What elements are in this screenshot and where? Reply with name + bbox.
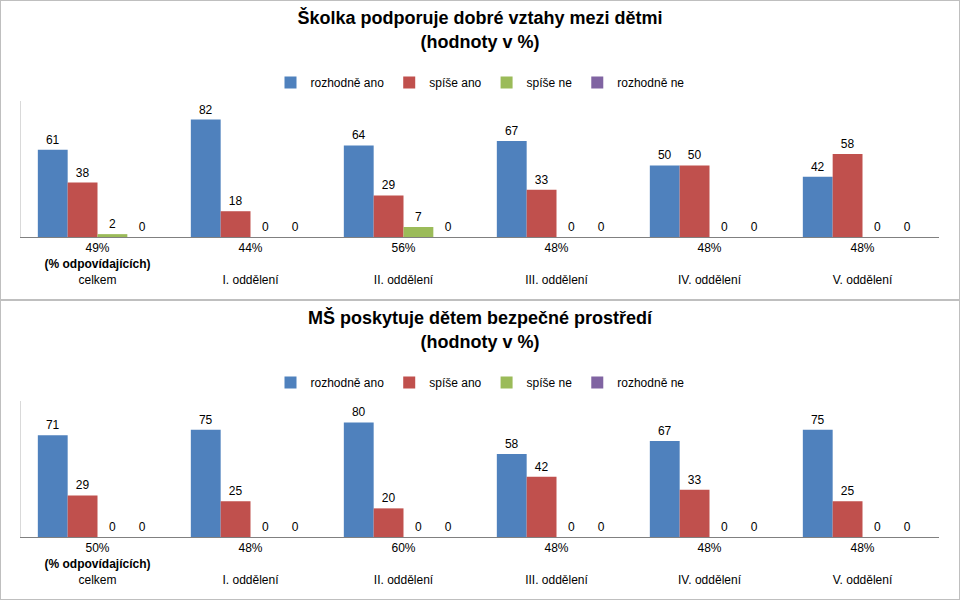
svg-text:0: 0	[874, 220, 881, 234]
svg-text:rozhodně ne: rozhodně ne	[617, 376, 684, 390]
svg-text:0: 0	[109, 520, 116, 534]
svg-text:spíše ano: spíše ano	[429, 376, 481, 390]
svg-text:Školka podporuje dobré vztahy: Školka podporuje dobré vztahy mezi dětmi…	[297, 7, 662, 51]
svg-text:48% IV. oddělení: 48% IV. oddělení	[678, 241, 742, 286]
svg-text:0: 0	[445, 520, 452, 534]
svg-text:25: 25	[229, 484, 243, 498]
svg-text:44% I. oddělení: 44% I. oddělení	[222, 241, 279, 286]
svg-text:0: 0	[751, 220, 758, 234]
svg-text:7: 7	[415, 210, 422, 224]
svg-text:29: 29	[382, 178, 396, 192]
svg-text:50%(% odpovídajících)celkem: 50%(% odpovídajících)celkem	[44, 541, 150, 586]
svg-text:0: 0	[292, 520, 299, 534]
svg-text:75: 75	[199, 413, 213, 427]
svg-text:56% II. oddělení: 56% II. oddělení	[374, 241, 434, 286]
svg-text:0: 0	[262, 220, 269, 234]
svg-text:rozhodně ano: rozhodně ano	[311, 376, 385, 390]
svg-text:0: 0	[904, 520, 911, 534]
svg-text:rozhodně ne: rozhodně ne	[617, 76, 684, 90]
svg-text:spíše ne: spíše ne	[527, 376, 573, 390]
svg-text:42: 42	[811, 160, 825, 174]
svg-text:48% III. oddělení: 48% III. oddělení	[525, 541, 588, 586]
svg-text:2: 2	[109, 217, 116, 231]
svg-text:0: 0	[721, 220, 728, 234]
svg-text:18: 18	[229, 194, 243, 208]
svg-text:38: 38	[76, 166, 90, 180]
svg-text:49%(% odpovídajících)celkem: 49%(% odpovídajících)celkem	[44, 241, 150, 286]
svg-text:0: 0	[292, 220, 299, 234]
svg-text:MŠ poskytuje dětem bezpečné pr: MŠ poskytuje dětem bezpečné prostředí(ho…	[308, 307, 653, 351]
svg-text:0: 0	[262, 520, 269, 534]
svg-text:0: 0	[568, 220, 575, 234]
svg-text:67: 67	[658, 424, 672, 438]
svg-text:82: 82	[199, 103, 213, 117]
svg-text:50: 50	[658, 148, 672, 162]
svg-text:0: 0	[139, 520, 146, 534]
svg-text:20: 20	[382, 491, 396, 505]
svg-text:58: 58	[841, 137, 855, 151]
svg-text:0: 0	[445, 220, 452, 234]
svg-text:25: 25	[841, 484, 855, 498]
svg-text:0: 0	[139, 220, 146, 234]
svg-text:67: 67	[505, 124, 519, 138]
svg-text:48% I. oddělení: 48% I. oddělení	[222, 541, 279, 586]
svg-text:spíše ne: spíše ne	[527, 76, 573, 90]
svg-text:29: 29	[76, 478, 90, 492]
svg-text:61: 61	[46, 133, 60, 147]
svg-text:48% V. oddělení: 48% V. oddělení	[833, 241, 893, 286]
svg-text:33: 33	[688, 473, 702, 487]
svg-text:64: 64	[352, 128, 366, 142]
svg-text:42: 42	[535, 460, 549, 474]
svg-text:0: 0	[598, 520, 605, 534]
svg-text:spíše ano: spíše ano	[429, 76, 481, 90]
svg-text:33: 33	[535, 173, 549, 187]
svg-text:0: 0	[721, 520, 728, 534]
svg-text:60% II. oddělení: 60% II. oddělení	[374, 541, 434, 586]
svg-text:0: 0	[568, 520, 575, 534]
svg-text:0: 0	[751, 520, 758, 534]
svg-text:75: 75	[811, 413, 825, 427]
svg-text:48% III. oddělení: 48% III. oddělení	[525, 241, 588, 286]
svg-text:48% IV. oddělení: 48% IV. oddělení	[678, 541, 742, 586]
svg-text:50: 50	[688, 148, 702, 162]
svg-text:rozhodně ano: rozhodně ano	[311, 76, 385, 90]
svg-text:0: 0	[904, 220, 911, 234]
svg-text:71: 71	[46, 418, 60, 432]
svg-text:80: 80	[352, 405, 366, 419]
svg-text:48% V. oddělení: 48% V. oddělení	[833, 541, 893, 586]
svg-text:58: 58	[505, 437, 519, 451]
svg-text:0: 0	[415, 520, 422, 534]
svg-text:0: 0	[874, 520, 881, 534]
svg-text:0: 0	[598, 220, 605, 234]
